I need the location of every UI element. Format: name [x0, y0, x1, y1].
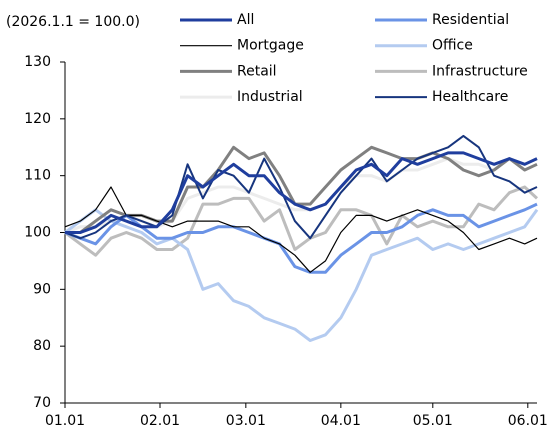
x-tick-label: 06.01	[508, 413, 548, 429]
series-line	[64, 208, 539, 342]
series-line	[64, 186, 538, 273]
x-tick-label: 01.01	[45, 413, 85, 429]
x-tick-label: 03.01	[226, 413, 266, 429]
y-tick-label: 80	[33, 338, 51, 354]
legend-label: Infrastructure	[432, 63, 528, 79]
y-tick-label: 70	[33, 395, 51, 411]
x-tick-label: 02.01	[140, 413, 180, 429]
y-tick-label: 130	[24, 54, 51, 70]
legend-label: Retail	[237, 63, 277, 79]
series-line	[64, 134, 538, 240]
series-line	[64, 202, 538, 274]
y-tick-label: 110	[24, 168, 51, 184]
legend-label: Residential	[432, 12, 509, 28]
legend-label: All	[237, 12, 254, 28]
legend-label: Office	[432, 38, 473, 54]
y-tick-label: 90	[33, 281, 51, 297]
legend-label: Mortgage	[237, 38, 304, 54]
legend-label: Industrial	[237, 89, 303, 105]
series-line	[65, 151, 538, 234]
y-tick-label: 120	[24, 111, 51, 127]
x-tick-label: 04.01	[321, 413, 361, 429]
x-tick-label: 05.01	[413, 413, 453, 429]
legend-label: Healthcare	[432, 89, 508, 105]
y-tick-label: 100	[24, 225, 51, 241]
series-line	[64, 185, 539, 257]
annotation: (2026.1.1 = 100.0)	[6, 14, 140, 30]
